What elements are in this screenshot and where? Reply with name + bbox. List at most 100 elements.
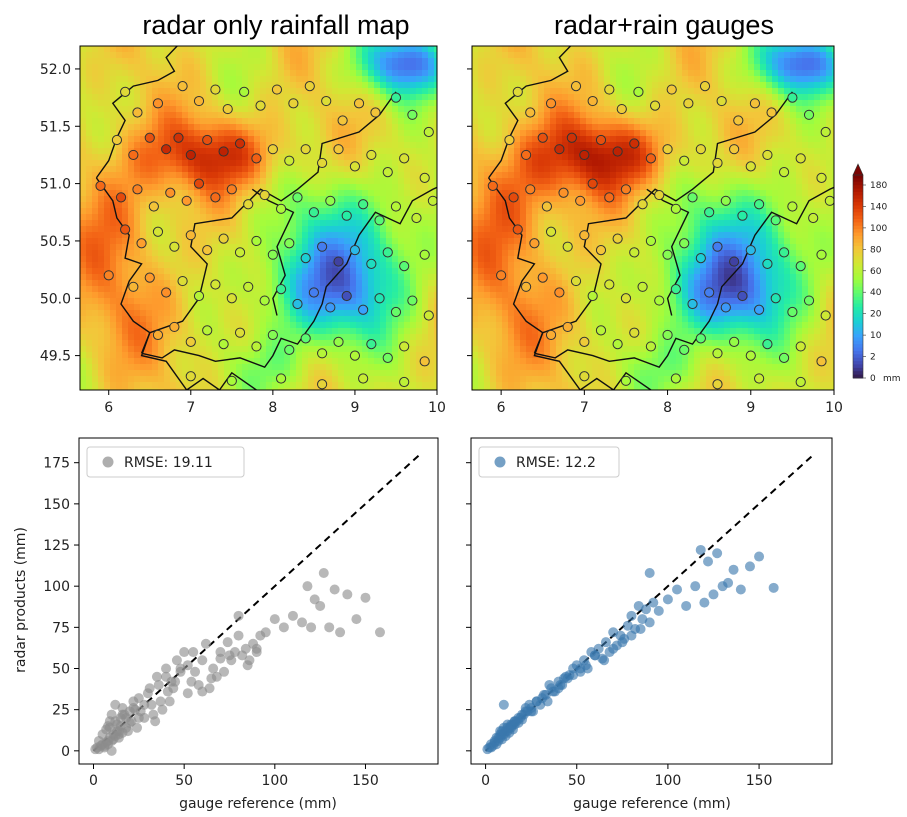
rain-cell — [290, 364, 297, 371]
rain-gauge-marker — [288, 98, 299, 109]
rain-cell — [236, 76, 243, 83]
rain-cell — [428, 70, 435, 77]
rain-cell — [646, 118, 653, 125]
rain-gauge-marker — [353, 98, 365, 109]
rain-cell — [302, 274, 309, 281]
rain-cell — [104, 82, 111, 89]
rain-cell — [188, 130, 195, 137]
rain-cell — [122, 136, 129, 143]
rain-cell — [350, 154, 357, 161]
rain-cell — [104, 106, 111, 113]
rain-cell — [356, 190, 363, 197]
rain-cell — [152, 136, 159, 143]
rain-cell — [242, 268, 249, 275]
rain-cell — [200, 124, 207, 131]
rain-cell — [206, 274, 213, 281]
rain-cell — [212, 76, 219, 83]
rain-cell — [236, 112, 243, 119]
rain-cell — [86, 262, 93, 269]
rain-cell — [598, 88, 605, 95]
rain-cell — [652, 148, 659, 155]
rain-cell — [122, 376, 129, 383]
rain-cell — [664, 130, 671, 137]
rain-cell — [284, 118, 291, 125]
rain-cell — [386, 256, 393, 263]
rain-cell — [230, 100, 237, 107]
rain-cell — [152, 172, 159, 179]
rain-cell — [236, 94, 243, 101]
rain-cell — [802, 130, 809, 137]
rain-cell — [110, 268, 117, 275]
rain-cell — [422, 70, 429, 77]
rain-cell — [368, 358, 375, 365]
rain-cell — [134, 364, 141, 371]
rain-cell — [152, 112, 159, 119]
rain-cell — [248, 310, 255, 317]
rain-cell — [134, 256, 141, 263]
rain-cell — [520, 112, 527, 119]
rain-cell — [266, 316, 273, 323]
rain-cell — [242, 94, 249, 101]
rain-cell — [604, 52, 611, 59]
rain-cell — [194, 382, 201, 389]
rain-cell — [790, 154, 797, 161]
rain-cell — [320, 184, 327, 191]
rain-cell — [508, 82, 515, 89]
rain-cell — [646, 130, 653, 137]
rain-cell — [386, 196, 393, 203]
rain-cell — [416, 124, 423, 131]
rain-cell — [188, 124, 195, 131]
rain-cell — [98, 220, 105, 227]
rain-cell — [616, 142, 623, 149]
rain-cell — [664, 160, 671, 167]
rain-cell — [224, 322, 231, 329]
rain-cell — [682, 142, 689, 149]
rain-cell — [158, 148, 165, 155]
rain-cell — [110, 82, 117, 89]
rain-cell — [490, 118, 497, 125]
rain-cell — [182, 100, 189, 107]
rain-cell — [610, 154, 617, 161]
rain-cell — [484, 118, 491, 125]
rain-cell — [230, 124, 237, 131]
rain-cell — [128, 136, 135, 143]
rain-cell — [520, 58, 527, 65]
rain-cell — [712, 106, 719, 113]
rain-cell — [302, 124, 309, 131]
rain-cell — [284, 334, 291, 341]
rain-gauge-marker — [128, 281, 139, 292]
rain-cell — [230, 58, 237, 65]
rain-cell — [532, 112, 539, 119]
rain-cell — [104, 364, 111, 371]
rain-cell — [146, 226, 153, 233]
rain-cell — [80, 370, 87, 377]
rain-cell — [182, 334, 189, 341]
rain-cell — [134, 250, 141, 257]
rain-cell — [146, 340, 153, 347]
rain-cell — [212, 310, 219, 317]
rain-cell — [682, 148, 689, 155]
rain-cell — [712, 100, 719, 107]
rain-cell — [790, 58, 797, 65]
rain-cell — [410, 64, 417, 71]
rain-cell — [314, 178, 321, 185]
rain-cell — [86, 328, 93, 335]
rain-cell — [194, 364, 201, 371]
rain-cell — [110, 250, 117, 257]
rain-cell — [212, 106, 219, 113]
rain-cell — [356, 88, 363, 95]
rain-cell — [146, 388, 153, 390]
rain-cell — [104, 202, 111, 209]
rain-cell — [550, 124, 557, 131]
rain-cell — [284, 262, 291, 269]
rain-cell — [428, 274, 435, 281]
rain-cell — [182, 244, 189, 251]
rain-cell — [290, 370, 297, 377]
rain-cell — [248, 160, 255, 167]
rain-cell — [622, 70, 629, 77]
rain-cell — [404, 184, 411, 191]
rain-cell — [428, 88, 435, 95]
rain-cell — [182, 166, 189, 173]
rain-cell — [386, 382, 393, 389]
rain-gauge-marker — [169, 321, 180, 333]
